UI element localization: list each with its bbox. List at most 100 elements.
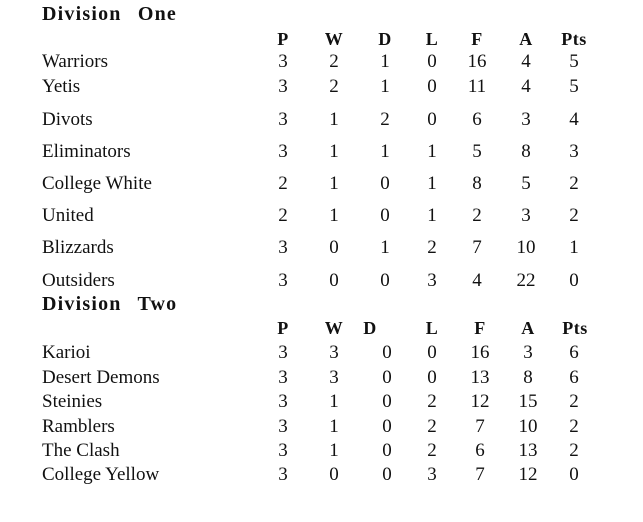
stat-cell: 3	[278, 270, 288, 291]
stat-cell: 0	[329, 270, 339, 291]
stat-cell: 1	[427, 141, 437, 162]
stat-cell: 3	[278, 416, 288, 437]
stat-cell: 1	[329, 440, 339, 461]
stat-cell: 16	[467, 51, 487, 72]
stat-cell: 8	[472, 173, 482, 194]
stat-cell: 0	[380, 270, 390, 291]
stat-cell: 3	[278, 109, 288, 130]
team-name: Divots	[42, 109, 93, 130]
team-name: Ramblers	[42, 416, 115, 437]
column-header: F	[471, 29, 483, 49]
stat-cell: 0	[569, 464, 579, 485]
stat-cell: 5	[569, 51, 579, 72]
stat-cell: 6	[569, 367, 579, 388]
stat-cell: 8	[521, 141, 531, 162]
stat-cell: 12	[518, 464, 538, 485]
stat-cell: 3	[329, 342, 339, 363]
stat-cell: 3	[278, 51, 288, 72]
stat-cell: 6	[569, 342, 579, 363]
stat-cell: 0	[427, 109, 437, 130]
stat-cell: 0	[329, 237, 339, 258]
stat-cell: 3	[329, 367, 339, 388]
stat-cell: 3	[427, 464, 437, 485]
stat-cell: 1	[329, 391, 339, 412]
column-header: Pts	[561, 29, 587, 49]
stat-cell: 0	[382, 342, 392, 363]
stat-cell: 2	[569, 205, 579, 226]
stat-cell: 10	[516, 237, 536, 258]
stat-cell: 0	[427, 76, 437, 97]
stat-cell: 2	[472, 205, 482, 226]
stat-cell: 0	[382, 416, 392, 437]
stat-cell: 1	[329, 173, 339, 194]
stat-cell: 11	[467, 76, 487, 97]
stat-cell: 1	[329, 141, 339, 162]
column-header: W	[324, 29, 344, 49]
stat-cell: 13	[518, 440, 538, 461]
stat-cell: 13	[470, 367, 490, 388]
stat-cell: 3	[427, 270, 437, 291]
team-name: Steinies	[42, 391, 103, 412]
stat-cell: 2	[329, 76, 339, 97]
stat-cell: 7	[472, 237, 482, 258]
team-name: College Yellow	[42, 464, 160, 485]
team-name: Desert Demons	[42, 367, 160, 388]
stat-cell: 1	[329, 416, 339, 437]
stat-cell: 1	[569, 237, 579, 258]
column-header: L	[425, 29, 439, 49]
stat-cell: 3	[521, 205, 531, 226]
stat-cell: 2	[427, 237, 437, 258]
stat-cell: 1	[380, 141, 390, 162]
stat-cell: 2	[278, 205, 288, 226]
stat-cell: 0	[380, 173, 390, 194]
column-header: P	[277, 318, 289, 338]
stat-cell: 1	[380, 237, 390, 258]
stat-cell: 3	[278, 76, 288, 97]
stat-cell: 3	[278, 342, 288, 363]
stat-cell: 7	[475, 464, 485, 485]
column-header: A	[521, 318, 535, 338]
column-header: Pts	[562, 318, 588, 338]
stat-cell: 0	[382, 391, 392, 412]
stat-cell: 22	[516, 270, 536, 291]
stat-cell: 2	[278, 173, 288, 194]
stat-cell: 2	[427, 440, 437, 461]
stat-cell: 10	[518, 416, 538, 437]
stat-cell: 3	[521, 109, 531, 130]
column-header: D	[378, 29, 392, 49]
stat-cell: 3	[278, 367, 288, 388]
column-header: L	[425, 318, 439, 338]
stat-cell: 7	[475, 416, 485, 437]
stat-cell: 2	[427, 416, 437, 437]
column-header: P	[277, 29, 289, 49]
team-name: Warriors	[42, 51, 108, 72]
stat-cell: 1	[380, 51, 390, 72]
division-title: Division One	[42, 3, 177, 25]
team-name: Yetis	[42, 76, 81, 97]
stat-cell: 2	[329, 51, 339, 72]
team-name: Blizzards	[42, 237, 114, 258]
stat-cell: 1	[427, 173, 437, 194]
stat-cell: 0	[382, 464, 392, 485]
team-name: Eliminators	[42, 141, 131, 162]
stat-cell: 4	[472, 270, 482, 291]
stat-cell: 2	[569, 440, 579, 461]
stat-cell: 5	[569, 76, 579, 97]
stat-cell: 0	[380, 205, 390, 226]
stat-cell: 0	[569, 270, 579, 291]
stat-cell: 4	[521, 76, 531, 97]
stat-cell: 3	[569, 141, 579, 162]
stat-cell: 16	[470, 342, 490, 363]
column-header: A	[519, 29, 533, 49]
team-name: Outsiders	[42, 270, 115, 291]
stat-cell: 6	[472, 109, 482, 130]
team-name: College White	[42, 173, 152, 194]
stat-cell: 0	[427, 342, 437, 363]
team-name: Karioi	[42, 342, 91, 363]
stat-cell: 3	[278, 141, 288, 162]
stat-cell: 1	[380, 76, 390, 97]
stat-cell: 1	[329, 205, 339, 226]
stat-cell: 2	[427, 391, 437, 412]
column-header: F	[474, 318, 486, 338]
division-title: Division Two	[42, 293, 178, 315]
